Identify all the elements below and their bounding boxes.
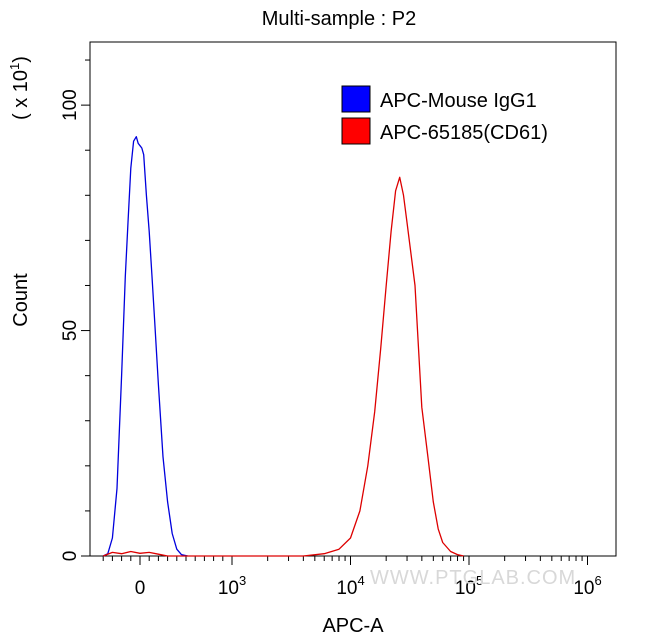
x-tick-label: 105 [455,573,483,599]
plot-frame [89,41,617,557]
legend: APC-Mouse IgG1 APC-65185(CD61) [341,85,548,145]
y-tick-label: 100 [60,89,81,121]
y-multiplier-text: ( x 10 [10,70,32,120]
x-tick-label: 103 [218,573,246,599]
legend-label-igg1: APC-Mouse IgG1 [380,90,537,112]
y-tick-label: 50 [60,320,81,341]
x-tick-label: 106 [573,573,601,599]
y-multiplier-exponent: 1 [7,63,22,70]
x-tick-label: 104 [336,573,364,599]
x-axis: 0 103 104 105 106 [102,556,602,599]
svg-text:( x 101): ( x 101) [7,56,32,120]
series-line-0 [102,136,188,557]
y-multiplier-label: ( x 101) [7,56,32,120]
series-layer [102,136,464,557]
legend-swatch-igg1 [341,85,371,113]
y-axis-label: Count [10,273,32,327]
series-line-1 [102,176,464,557]
x-tick-label: 0 [135,578,146,599]
x-axis-label: APC-A [322,615,384,637]
y-tick-label: 0 [60,551,81,562]
y-axis: 0 50 100 [60,59,90,562]
chart-title: Multi-sample : P2 [262,8,417,30]
watermark-text: WWW.PTGLAB.COM [370,567,576,589]
legend-swatch-cd61 [341,117,371,145]
legend-label-cd61: APC-65185(CD61) [380,122,548,144]
y-multiplier-close: ) [10,56,32,63]
